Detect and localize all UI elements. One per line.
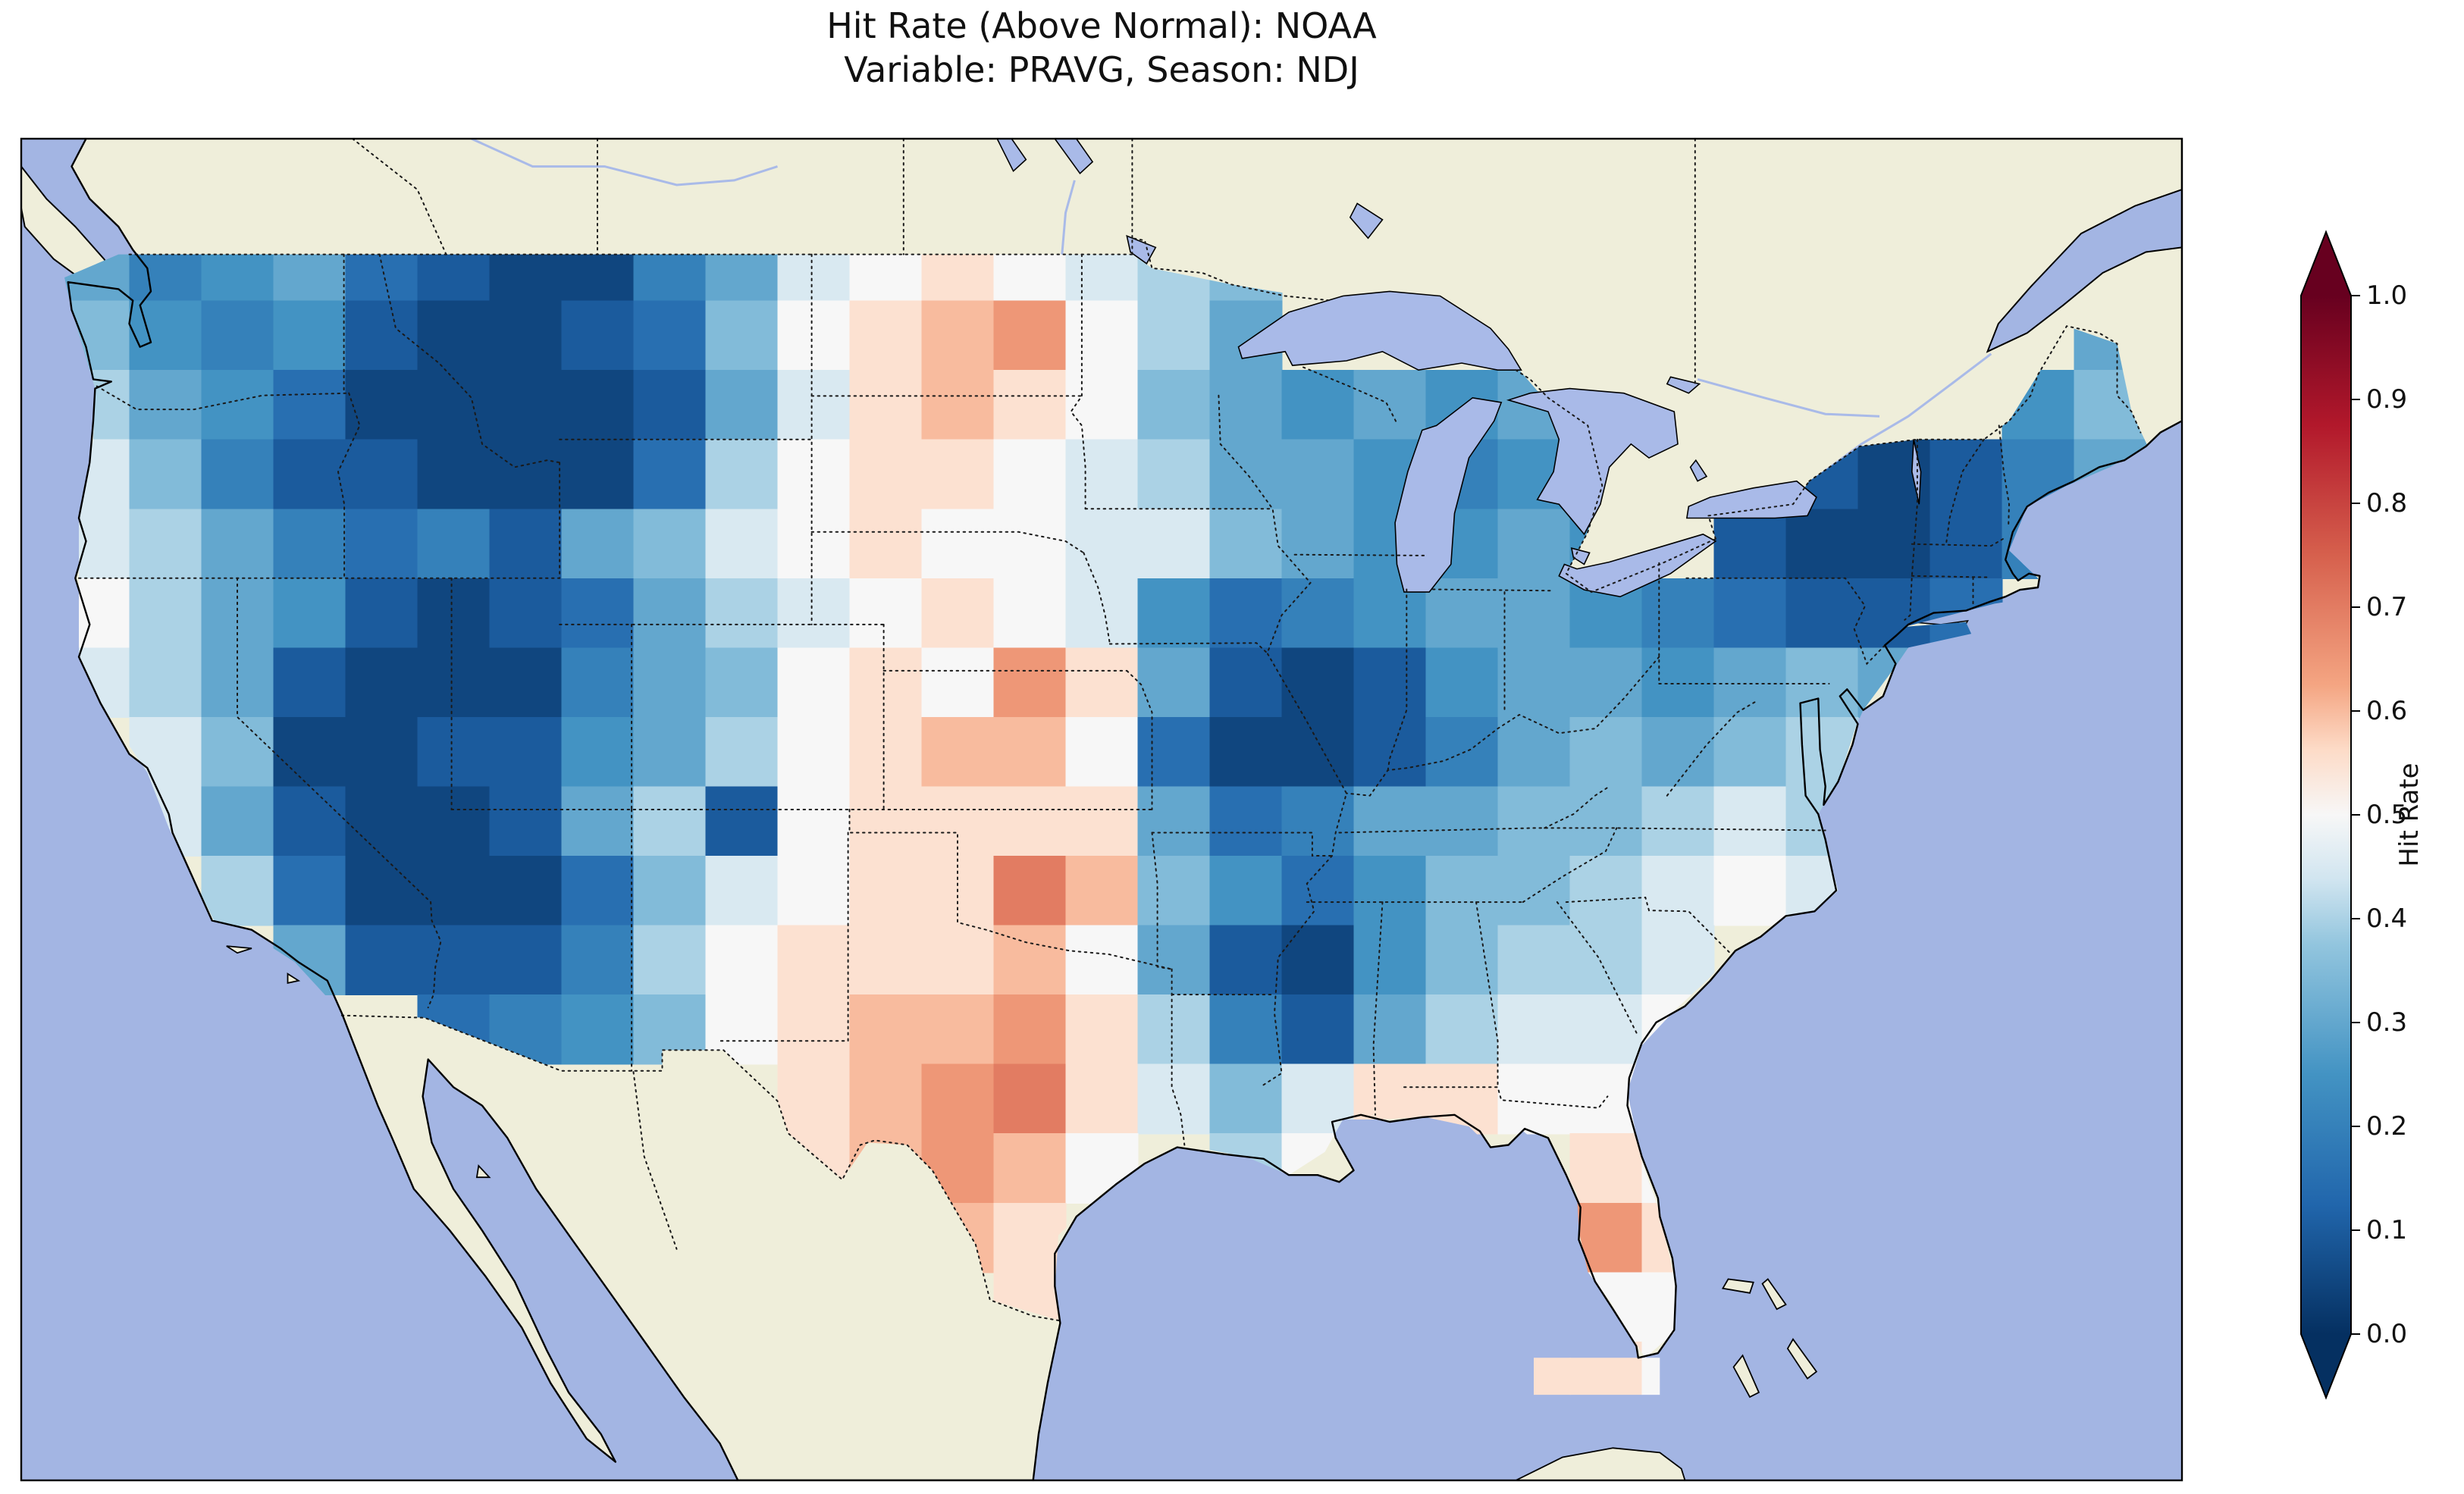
- admin-border: [1083, 552, 1111, 645]
- map-frame: [20, 137, 2183, 1482]
- island: [1732, 1354, 1760, 1398]
- island: [226, 945, 252, 954]
- admin-border: [1151, 832, 1333, 857]
- title-line-2: Variable: PRAVG, Season: NDJ: [844, 49, 1359, 90]
- colorbar-tick-label: 0.0: [2366, 1319, 2407, 1349]
- admin-border: [1475, 901, 1499, 1088]
- island: [1721, 1278, 1754, 1294]
- lake: [996, 139, 1027, 173]
- admin-border: [378, 253, 561, 468]
- admin-border: [1108, 642, 1268, 654]
- admin-border: [1372, 901, 1384, 1116]
- colorbar-tick-label: 0.5: [2366, 800, 2407, 830]
- island: [1786, 1338, 1818, 1380]
- river: [1697, 377, 1880, 418]
- coastline: [67, 139, 2182, 1480]
- admin-border: [1338, 827, 1826, 834]
- title-line-1: Hit Rate (Above Normal): NOAA: [826, 5, 1377, 46]
- admin-border: [1070, 253, 1086, 510]
- colorbar-tick-label: 0.6: [2366, 696, 2407, 726]
- admin-border: [810, 531, 1085, 554]
- admin-border: [237, 577, 442, 1009]
- island: [287, 973, 301, 985]
- admin-border: [1544, 785, 1610, 829]
- admin-border: [1707, 480, 1810, 540]
- st-lawrence-gulf: [1986, 189, 2182, 353]
- admin-border: [1403, 1086, 1609, 1109]
- lake: [1685, 480, 1817, 519]
- island: [475, 1164, 491, 1179]
- admin-border: [352, 139, 447, 255]
- admin-border: [1808, 325, 2142, 482]
- lake: [1237, 290, 1522, 371]
- admin-border: [340, 1014, 1061, 1322]
- admin-border: [337, 392, 361, 579]
- colorbar-extend-top: [2301, 232, 2351, 296]
- lake: [1689, 459, 1708, 482]
- colorbar-tick-label: 0.2: [2366, 1111, 2407, 1142]
- admin-border: [719, 832, 849, 1042]
- admin-border: [96, 385, 350, 411]
- river: [471, 139, 778, 186]
- colorbar-tick-label: 1.0: [2366, 280, 2407, 311]
- admin-border: [1522, 827, 1618, 904]
- admin-border: [1565, 896, 1731, 954]
- admin-border: [1685, 577, 1886, 666]
- lake: [1570, 547, 1591, 565]
- river: [1061, 180, 1076, 255]
- admin-border: [1126, 669, 1153, 810]
- lake: [1911, 439, 1922, 505]
- map-layers: [21, 139, 2182, 1480]
- chart-title: Hit Rate (Above Normal): NOAA Variable: …: [21, 5, 2182, 92]
- colorbar-tick-label: 0.3: [2366, 1007, 2407, 1038]
- admin-border: [1911, 575, 1989, 578]
- colorbar-tick-label: 0.9: [2366, 384, 2407, 415]
- admin-border: [1998, 424, 2011, 528]
- lake: [1558, 533, 1717, 598]
- colorbar: 1.0 0.9 0.8 0.7 0.6 0.5 0.4 0.3 0.2 0.1 0.0: [2300, 230, 2407, 1400]
- admin-border: [1131, 236, 1333, 302]
- colorbar-extend-bottom: [2301, 1334, 2351, 1398]
- admin-border: [1151, 832, 1173, 970]
- colorbar-tick-label: 0.1: [2366, 1215, 2407, 1245]
- admin-border: [848, 809, 1173, 970]
- admin-border: [1218, 394, 1348, 1088]
- admin-border: [1346, 656, 1660, 797]
- admin-border: [1515, 369, 1716, 594]
- lake: [1054, 139, 1094, 174]
- island: [1515, 1447, 1686, 1480]
- admin-border: [1911, 537, 2007, 547]
- colorbar-gradient-bar: [2301, 296, 2351, 1334]
- admin-border: [1945, 438, 1985, 546]
- lake: [1506, 387, 1679, 536]
- lake: [1394, 396, 1503, 593]
- colorbar-tick-label: 0.7: [2366, 592, 2407, 622]
- island: [1761, 1278, 1787, 1311]
- admin-border: [1432, 588, 1555, 592]
- colorbar-tick-label: 0.8: [2366, 488, 2407, 518]
- admin-border: [1556, 901, 1639, 1038]
- admin-border: [1303, 366, 1398, 424]
- lake: [1666, 376, 1701, 394]
- admin-border: [1387, 588, 1408, 772]
- admin-border: [1666, 700, 1758, 797]
- lake: [1349, 202, 1384, 240]
- admin-border: [1293, 553, 1426, 556]
- colorbar-tick-label: 0.4: [2366, 904, 2407, 934]
- admin-border: [632, 1071, 678, 1250]
- colorbar-axis-label: Hit Rate: [2394, 763, 2425, 867]
- admin-border: [1904, 438, 1918, 621]
